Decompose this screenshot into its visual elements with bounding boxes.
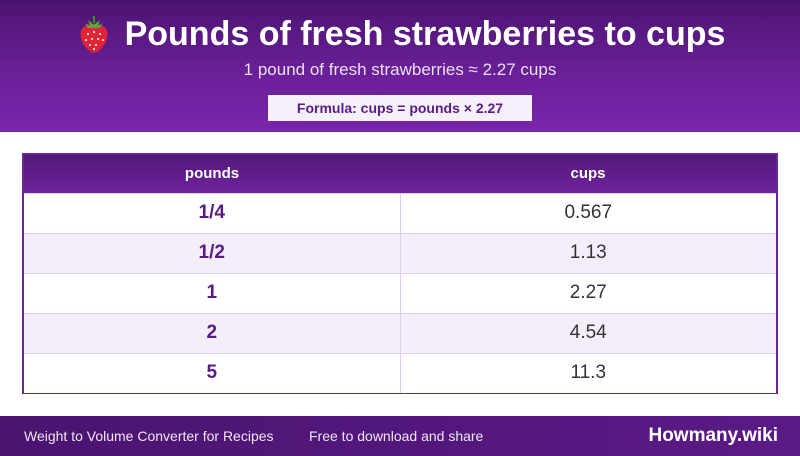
- title-row: Pounds of fresh strawberries to cups: [0, 12, 800, 56]
- pounds-cell: 1/4: [24, 192, 401, 233]
- page-title: Pounds of fresh strawberries to cups: [124, 14, 726, 53]
- table-row: 1 2.27: [24, 272, 776, 313]
- table-header-row: pounds cups: [24, 155, 776, 193]
- cups-cell: 2.27: [400, 272, 776, 313]
- cups-cell: 1.13: [400, 232, 776, 273]
- conversion-subtitle: 1 pound of fresh strawberries ≈ 2.27 cup…: [243, 60, 557, 79]
- pounds-cell: 5: [24, 352, 401, 393]
- conversion-table: pounds cups 1/4 0.567 1/2 1.13 1 2.27 2 …: [22, 153, 778, 394]
- footer-share-note: Free to download and share: [309, 428, 484, 444]
- pounds-cell: 1: [24, 272, 401, 313]
- table-row: 5 11.3: [24, 352, 776, 393]
- table-row: 2 4.54: [24, 312, 776, 353]
- cups-cell: 4.54: [400, 312, 776, 353]
- strawberry-icon: [80, 16, 108, 53]
- cups-cell: 0.567: [400, 192, 776, 233]
- column-header-pounds: pounds: [184, 165, 240, 183]
- pounds-cell: 2: [24, 312, 401, 353]
- footer-brand-link[interactable]: Howmany.wiki: [648, 425, 778, 446]
- pounds-cell: 1/2: [24, 232, 401, 273]
- cups-cell: 11.3: [400, 352, 776, 393]
- table-row: 1/4 0.567: [24, 192, 776, 233]
- footer-bar: Weight to Volume Converter for Recipes F…: [0, 416, 800, 456]
- formula-badge: Formula: cups = pounds × 2.27: [268, 95, 532, 121]
- header-banner: Pounds of fresh strawberries to cups 1 p…: [0, 0, 800, 132]
- footer-converter-name: Weight to Volume Converter for Recipes: [24, 428, 274, 444]
- table-row: 1/2 1.13: [24, 232, 776, 273]
- column-header-cups: cups: [570, 165, 606, 183]
